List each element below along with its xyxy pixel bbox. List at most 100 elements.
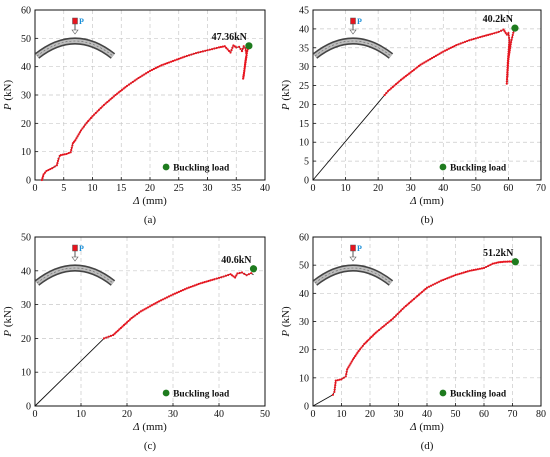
y-tick-label: 10 — [21, 147, 31, 158]
data-point — [56, 161, 59, 165]
x-tick-label: 0 — [311, 183, 316, 194]
data-point — [434, 54, 437, 57]
data-point — [511, 33, 514, 37]
x-axis-symbol: Δ — [409, 421, 416, 433]
data-point — [238, 271, 241, 275]
data-point — [117, 91, 120, 94]
load-tip-icon — [349, 256, 357, 262]
data-point — [351, 358, 354, 361]
data-point — [112, 95, 115, 98]
data-point — [41, 175, 45, 178]
data-point — [495, 261, 498, 264]
data-point — [352, 356, 356, 359]
data-point — [227, 273, 230, 277]
data-point — [122, 87, 125, 90]
data-point — [393, 315, 396, 319]
x-tick-label: 80 — [536, 409, 546, 420]
plot-frame — [34, 236, 266, 407]
data-point — [96, 110, 99, 113]
data-point — [158, 300, 161, 303]
data-point — [241, 47, 244, 50]
data-point — [371, 334, 374, 337]
data-point — [468, 269, 471, 272]
data-point — [483, 34, 486, 38]
data-point — [43, 171, 47, 174]
data-point — [169, 294, 173, 297]
data-point — [396, 81, 399, 84]
data-point — [242, 71, 246, 74]
legend-label: Buckling load — [173, 390, 230, 400]
data-point — [112, 333, 115, 337]
x-tick-label: 50 — [451, 409, 461, 420]
data-point — [129, 82, 132, 85]
data-point — [166, 62, 169, 65]
data-point — [215, 277, 218, 280]
data-point — [383, 324, 386, 327]
data-point — [349, 362, 352, 365]
peak-label: 40.6kN — [221, 255, 252, 266]
data-point — [118, 328, 121, 331]
data-point — [197, 51, 200, 54]
data-point — [458, 272, 461, 275]
data-point — [179, 289, 182, 293]
data-point — [333, 390, 336, 394]
data-point — [491, 262, 494, 265]
x-tick-label: 0 — [33, 183, 38, 194]
data-point — [357, 349, 360, 353]
x-axis-unit: (mm) — [417, 195, 445, 207]
x-tick-label: 10 — [76, 409, 86, 420]
data-point — [383, 93, 386, 97]
y-tick-label: 15 — [299, 119, 309, 130]
data-point — [169, 60, 173, 63]
data-point — [201, 281, 204, 284]
data-point — [187, 286, 190, 289]
data-point — [493, 32, 496, 35]
data-point — [444, 49, 447, 52]
data-point — [76, 135, 79, 138]
data-point — [398, 80, 401, 83]
data-point — [442, 278, 445, 281]
data-point — [454, 273, 457, 277]
data-point — [455, 44, 458, 47]
data-point — [160, 299, 163, 302]
data-point — [334, 381, 337, 385]
data-point — [137, 311, 141, 314]
data-point — [109, 334, 112, 337]
data-point — [511, 36, 514, 39]
data-point — [221, 45, 224, 48]
data-point — [364, 341, 367, 344]
x-tick-label: 10 — [337, 409, 347, 420]
elastic-line — [34, 338, 105, 407]
data-point — [500, 260, 504, 264]
arch-hatch-shape — [36, 40, 114, 57]
data-point — [497, 30, 500, 34]
data-point — [154, 302, 157, 305]
data-point — [411, 69, 414, 73]
data-point — [168, 61, 171, 64]
data-point — [47, 168, 50, 172]
data-point — [179, 57, 182, 60]
data-point — [438, 52, 441, 55]
data-point — [480, 267, 484, 270]
data-point — [448, 276, 451, 279]
y-tick-label: 40 — [299, 289, 309, 300]
data-point — [407, 302, 411, 305]
data-point — [391, 317, 394, 320]
data-point — [156, 66, 159, 69]
data-point — [434, 282, 437, 285]
data-point — [406, 73, 409, 76]
data-point — [463, 40, 467, 43]
data-point — [148, 305, 152, 308]
legend-label: Buckling load — [450, 390, 507, 400]
data-point — [360, 346, 363, 349]
y-tick-label: 20 — [299, 345, 309, 356]
data-point — [137, 76, 140, 80]
data-point — [234, 276, 237, 279]
data-point — [119, 326, 122, 330]
x-axis-label: Δ (mm) — [132, 195, 167, 207]
arch-hatch-shape — [314, 40, 392, 57]
data-point — [74, 139, 77, 142]
x-tick-label: 35 — [231, 183, 241, 194]
data-point — [245, 53, 248, 57]
peak-label: 51.2kN — [483, 248, 514, 259]
